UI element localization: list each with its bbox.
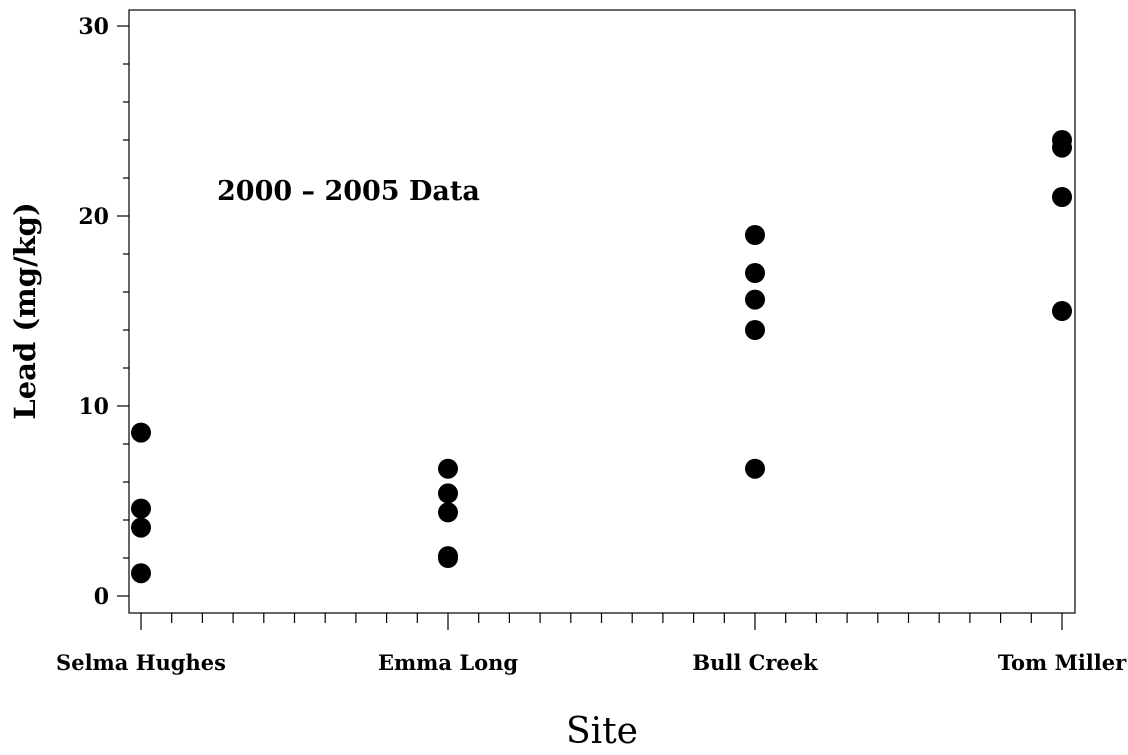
data-point xyxy=(745,225,765,245)
data-point xyxy=(1052,301,1072,321)
x-tick-label: Tom Miller xyxy=(998,650,1127,675)
x-tick-label: Bull Creek xyxy=(692,650,818,675)
plot-frame xyxy=(128,9,1076,614)
y-tick-label: 0 xyxy=(94,584,109,610)
data-point xyxy=(438,458,458,479)
data-point xyxy=(745,458,765,479)
data-point xyxy=(745,289,765,310)
points-layer xyxy=(131,130,1072,584)
data-point xyxy=(131,517,151,538)
x-tick-label: Selma Hughes xyxy=(56,650,226,675)
data-point xyxy=(131,498,151,519)
data-point xyxy=(131,422,151,443)
y-tick-label: 20 xyxy=(78,204,109,230)
data-point xyxy=(438,483,458,504)
axes-layer: 0 10 20 30 Selma Hughes Emma Long Bull Creek To… xyxy=(56,14,1127,675)
data-point xyxy=(1052,187,1072,207)
data-point xyxy=(745,320,765,340)
data-point xyxy=(1052,137,1072,158)
chart-annotation: 2000 – 2005 Data xyxy=(217,176,480,207)
data-point xyxy=(745,263,765,283)
x-tick-label: Emma Long xyxy=(378,650,518,675)
y-tick-label: 30 xyxy=(78,14,109,40)
data-point xyxy=(131,563,151,584)
x-axis-label: Site xyxy=(566,711,638,752)
data-point xyxy=(438,548,458,568)
y-axis-label: Lead (mg/kg) xyxy=(8,202,42,419)
y-tick-label: 10 xyxy=(78,394,109,420)
data-point xyxy=(438,502,458,523)
